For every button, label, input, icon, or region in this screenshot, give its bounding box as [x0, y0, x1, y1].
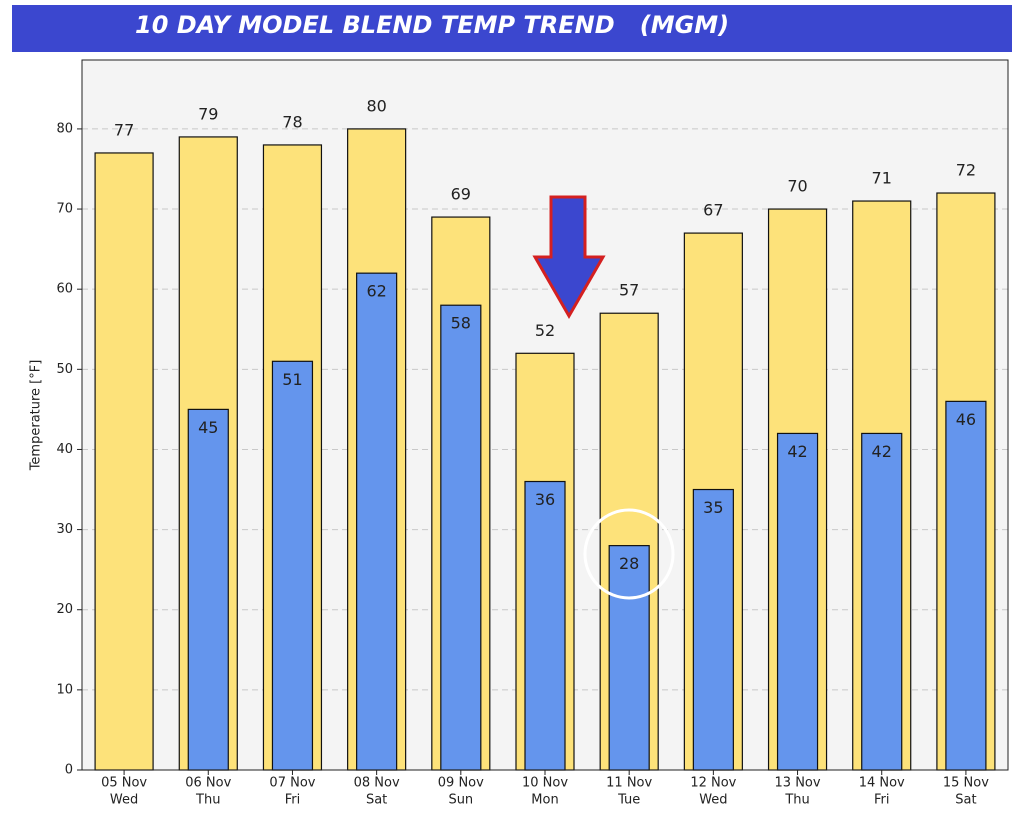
low-bar [945, 400, 987, 771]
y-tick-label: 0 [65, 763, 73, 778]
low-label: 42 [872, 442, 892, 461]
x-tick-label: 09 Nov [438, 776, 484, 791]
low-bar [440, 304, 482, 771]
high-label: 72 [956, 161, 976, 180]
low-label: 36 [535, 490, 555, 509]
x-tick-label: 11 Nov [606, 776, 652, 791]
x-tick-label: 08 Nov [354, 776, 400, 791]
annotation-arrow [532, 195, 606, 320]
low-label: 58 [451, 314, 471, 333]
low-bar [692, 488, 734, 771]
y-tick-label: 80 [56, 121, 73, 136]
low-bar [271, 360, 314, 771]
high-label: 78 [282, 112, 302, 131]
y-tick-label: 20 [56, 602, 73, 617]
y-tick-label: 50 [56, 362, 73, 377]
y-tick-label: 60 [56, 282, 73, 297]
y-tick-label: 40 [56, 442, 73, 457]
x-tick-day: Sat [366, 793, 387, 808]
y-tick-label: 70 [56, 202, 73, 217]
x-tick-label: 13 Nov [775, 776, 821, 791]
low-label: 62 [366, 282, 386, 301]
chart-title: 10 DAY MODEL BLEND TEMP TREND (MGM) [135, 11, 729, 39]
x-tick-day: Fri [874, 793, 890, 808]
y-tick-label: 30 [56, 522, 73, 537]
low-bar [524, 480, 566, 771]
annotation-circle [583, 508, 675, 600]
low-bar [608, 545, 650, 771]
high-label: 70 [787, 177, 807, 196]
x-tick-day: Sun [448, 793, 473, 808]
low-bar [861, 432, 903, 771]
low-bar [187, 408, 229, 771]
title-banner [12, 5, 1012, 52]
x-tick-day: Fri [285, 793, 301, 808]
x-tick-label: 15 Nov [943, 776, 989, 791]
x-tick-label: 12 Nov [690, 776, 736, 791]
low-label: 28 [619, 554, 639, 573]
low-label: 45 [198, 418, 218, 437]
high-label: 69 [451, 185, 471, 204]
x-tick-day: Wed [110, 793, 138, 808]
high-label: 67 [703, 201, 723, 220]
x-tick-day: Tue [617, 793, 640, 808]
high-label: 79 [198, 104, 218, 123]
high-bar [94, 152, 154, 771]
low-bar [356, 272, 398, 771]
x-tick-label: 07 Nov [269, 776, 315, 791]
high-label: 57 [619, 281, 639, 300]
x-tick-label: 10 Nov [522, 776, 568, 791]
low-label: 42 [787, 442, 807, 461]
high-label: 52 [535, 321, 555, 340]
low-label: 51 [282, 370, 302, 389]
high-label: 71 [872, 169, 892, 188]
high-label: 80 [366, 96, 386, 115]
y-tick-label: 10 [56, 682, 73, 697]
x-tick-day: Sat [955, 793, 976, 808]
high-label: 77 [114, 120, 134, 139]
x-tick-label: 06 Nov [185, 776, 231, 791]
low-bar [776, 432, 819, 771]
x-tick-label: 05 Nov [101, 776, 147, 791]
x-tick-day: Thu [784, 793, 809, 808]
x-tick-day: Wed [699, 793, 727, 808]
low-label: 46 [956, 410, 976, 429]
low-label: 35 [703, 498, 723, 517]
x-tick-day: Thu [195, 793, 220, 808]
x-tick-label: 14 Nov [859, 776, 905, 791]
x-tick-day: Mon [531, 793, 558, 808]
y-axis-label: Temperature [°F] [29, 360, 44, 472]
